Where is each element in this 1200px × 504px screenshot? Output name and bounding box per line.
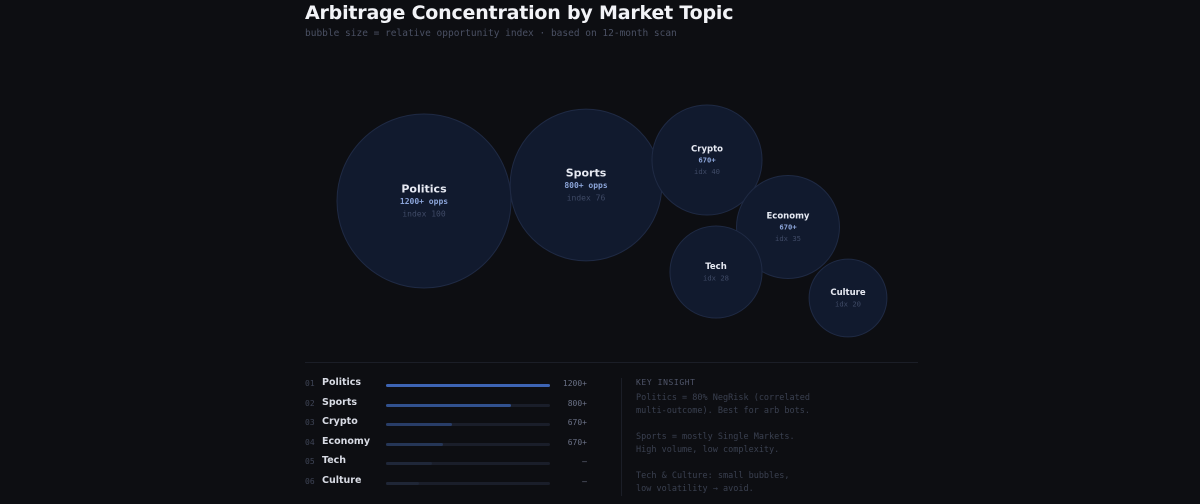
bubble-label: Economy (767, 211, 810, 221)
bubble-opps: 800+ opps (564, 181, 608, 190)
bubble-index: idx 40 (694, 167, 720, 176)
bubble-politics: Politics 1200+ opps index 100 (336, 113, 512, 289)
ranking-row-sports: 02 Sports 800+ (305, 396, 595, 416)
rank-value: 670+ (567, 418, 587, 427)
ranking-list: 01 Politics 1200+ 02 Sports 800+ 03 Crypto 670+ 0… (305, 376, 595, 493)
ranking-row-economy: 04 Economy 670+ (305, 435, 595, 455)
rank-value: 670+ (567, 437, 587, 447)
rank-number: 06 (305, 476, 315, 486)
bubble-label: Tech (705, 262, 727, 272)
rank-bar-track (386, 462, 550, 465)
rank-value: 800+ (567, 398, 587, 408)
bubble-circle (336, 113, 512, 289)
rank-topic: Sports (322, 396, 358, 408)
rank-number: 05 (305, 457, 315, 466)
bubble-index: idx 28 (703, 273, 729, 282)
rank-bar-track (386, 481, 550, 485)
rank-bar-fill (386, 442, 444, 446)
bubble-crypto: Crypto 670+ idx 40 (651, 104, 763, 216)
rank-number: 01 (305, 379, 315, 388)
key-insight-line: multi-outcome). Best for arb bots. (636, 406, 810, 416)
bubble-label: Sports (566, 166, 607, 179)
rank-bar-fill (386, 403, 511, 407)
rank-value: — (582, 457, 587, 466)
key-insight-line: High volume, low complexity. (636, 445, 780, 455)
rank-number: 03 (305, 418, 315, 427)
rank-bar-track (386, 442, 550, 446)
key-insight-panel: KEY INSIGHT Politics = 80% NegRisk (corr… (636, 378, 916, 496)
rank-bar-track (386, 403, 550, 407)
key-insight-line: Sports = mostly Single Markets. (636, 432, 795, 442)
rank-value: 1200+ (562, 379, 587, 388)
bubble-label: Politics (401, 182, 447, 195)
key-insight-body: Politics = 80% NegRisk (correlated multi-… (636, 392, 916, 496)
bubble-opps: 670+ (779, 223, 797, 232)
bubble-circle (669, 225, 763, 319)
key-insight-line: Politics = 80% NegRisk (correlated (636, 393, 810, 403)
chart-title: Arbitrage Concentration by Market Topic (305, 2, 734, 24)
key-insight-spacer (636, 457, 916, 470)
bubble-economy: Economy 670+ idx 35 (736, 175, 840, 279)
rank-topic: Economy (322, 435, 371, 447)
rank-bar-fill (386, 423, 452, 426)
rank-bar-fill (386, 384, 550, 387)
rank-bar-fill (386, 481, 419, 485)
bubble-opps: 670+ (698, 156, 716, 165)
bubble-label: Crypto (691, 144, 723, 154)
bubble-index: idx 35 (775, 234, 801, 243)
bubble-index: index 100 (402, 209, 446, 218)
bubble-index: idx 20 (835, 299, 861, 308)
rank-topic: Tech (322, 455, 347, 466)
rank-topic: Politics (322, 377, 362, 388)
ranking-row-tech: 05 Tech — (305, 454, 595, 474)
bubble-chart: Politics 1200+ opps index 100 Sports 800+ op… (336, 104, 888, 338)
key-insight-line: low volatility → avoid. (636, 484, 754, 494)
bubble-sports: Sports 800+ opps index 76 (509, 108, 663, 262)
rank-value: — (582, 476, 587, 486)
bubble-circle (651, 104, 763, 216)
ranking-row-politics: 01 Politics 1200+ (305, 376, 595, 396)
rank-topic: Culture (322, 474, 362, 486)
rank-number: 02 (305, 398, 315, 408)
chart-subtitle: bubble size = relative opportunity index… (305, 28, 677, 39)
ranking-row-crypto: 03 Crypto 670+ (305, 415, 595, 435)
key-insight-line: Tech & Culture: small bubbles, (636, 471, 790, 481)
key-insight-spacer (636, 418, 916, 431)
bubble-circle (736, 175, 840, 279)
rank-number: 04 (305, 437, 315, 447)
section-divider (305, 362, 918, 363)
ranking-row-culture: 06 Culture — (305, 474, 595, 494)
bubble-circle (808, 258, 888, 338)
rank-bar-fill (386, 462, 432, 465)
rank-bar-track (386, 384, 550, 387)
key-insight-heading: KEY INSIGHT (636, 378, 696, 387)
rank-bar-track (386, 423, 550, 426)
bubble-index: index 76 (567, 193, 606, 202)
bubble-label: Culture (830, 288, 866, 298)
rank-topic: Crypto (322, 416, 358, 427)
vertical-divider (621, 378, 622, 496)
bubble-opps: 1200+ opps (400, 197, 448, 206)
